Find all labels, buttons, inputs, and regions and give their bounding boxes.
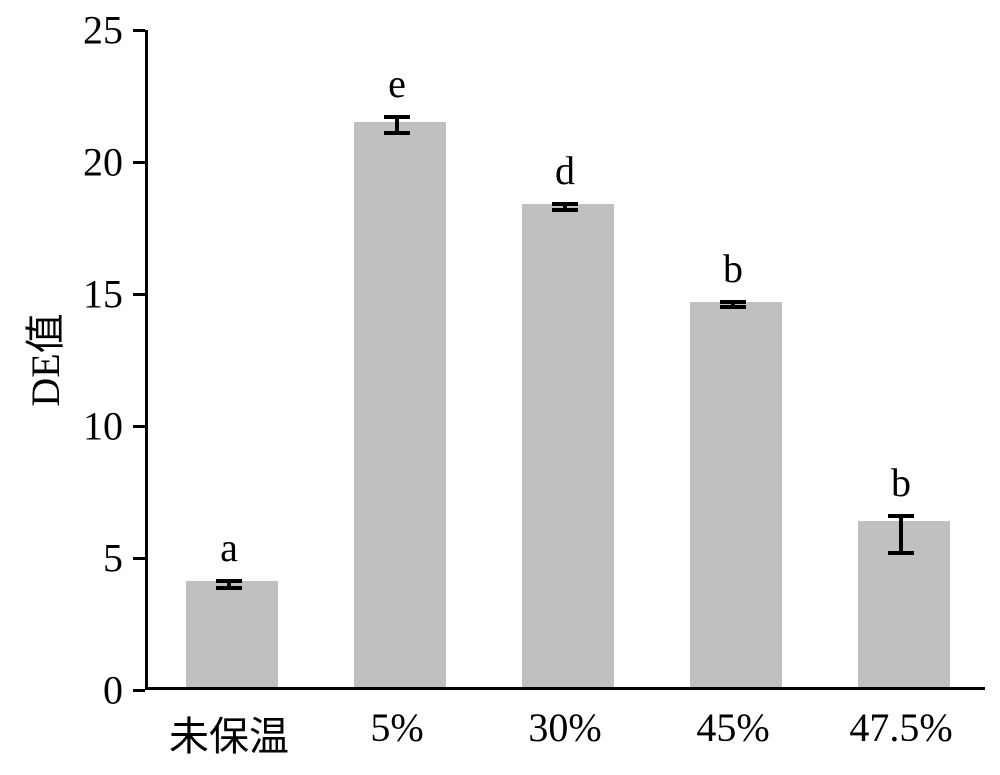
bar-chart: DE值 0 5 10 15 20 25 a 未保温 e 5% d 30% b 45% b 47.5% (0, 0, 1000, 775)
x-category-label: 未保温 (169, 704, 289, 762)
error-cap-top (384, 115, 410, 119)
y-tick-label: 25 (0, 7, 123, 54)
error-cap-top (552, 202, 578, 206)
bar-annotation: e (388, 60, 406, 107)
y-tick-label: 15 (0, 271, 123, 318)
bar (858, 521, 950, 687)
bar (354, 122, 446, 687)
bar-annotation: b (723, 245, 743, 292)
bar-annotation: b (891, 459, 911, 506)
plot-area (145, 30, 985, 690)
error-cap-bottom (384, 131, 410, 135)
x-category-label: 47.5% (849, 704, 952, 751)
y-axis-title: DE值 (13, 313, 71, 406)
y-tick (133, 161, 145, 164)
error-bar (899, 516, 903, 553)
y-tick (133, 689, 145, 692)
y-tick (133, 29, 145, 32)
error-cap-top (888, 514, 914, 518)
bar-annotation: a (220, 524, 238, 571)
y-tick (133, 425, 145, 428)
error-cap-bottom (720, 305, 746, 309)
x-category-label: 30% (528, 704, 601, 751)
y-tick-label: 10 (0, 403, 123, 450)
error-cap-bottom (888, 551, 914, 555)
y-tick (133, 557, 145, 560)
bar (690, 302, 782, 687)
y-tick (133, 293, 145, 296)
bar (522, 204, 614, 687)
error-cap-bottom (552, 208, 578, 212)
x-category-label: 5% (370, 704, 423, 751)
x-category-label: 45% (696, 704, 769, 751)
y-tick-label: 20 (0, 139, 123, 186)
error-cap-top (720, 300, 746, 304)
bar (186, 581, 278, 687)
bar-annotation: d (555, 147, 575, 194)
error-cap-bottom (216, 586, 242, 590)
error-cap-top (216, 579, 242, 583)
y-tick-label: 0 (0, 667, 123, 714)
y-tick-label: 5 (0, 535, 123, 582)
